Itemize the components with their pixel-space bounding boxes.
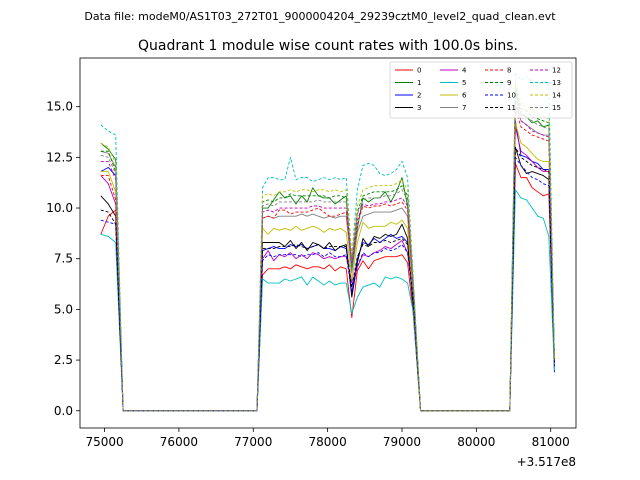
x-tick-label: 78000 [309, 435, 347, 449]
legend-label-6: 6 [462, 92, 467, 100]
x-tick-label: 79000 [383, 435, 421, 449]
series-layer [100, 71, 555, 412]
x-tick-label: 77000 [234, 435, 272, 449]
y-tick-label: 12.5 [46, 150, 73, 164]
figure-suptitle: Data file: modeM0/AS1T03_272T01_90000042… [84, 10, 556, 23]
legend-label-9: 9 [507, 79, 511, 87]
plot-area: 75000 76000 77000 78000 79000 80000 81000 0.0 2… [46, 57, 577, 469]
legend-label-5: 5 [462, 79, 466, 87]
x-tick-label: 80000 [457, 435, 495, 449]
legend-label-14: 14 [552, 92, 561, 100]
legend-box [389, 61, 573, 119]
x-axis: 75000 76000 77000 78000 79000 80000 81000 [85, 428, 570, 449]
legend-label-11: 11 [507, 104, 516, 112]
y-tick-label: 10.0 [46, 201, 73, 215]
legend-label-2: 2 [417, 92, 421, 100]
x-tick-label: 81000 [532, 435, 570, 449]
y-tick-label: 5.0 [54, 302, 73, 316]
legend-label-0: 0 [417, 67, 421, 75]
legend-label-12: 12 [552, 67, 561, 75]
legend-label-10: 10 [507, 92, 516, 100]
y-tick-label: 15.0 [46, 100, 73, 114]
y-tick-label: 2.5 [54, 353, 73, 367]
x-tick-label: 76000 [160, 435, 198, 449]
y-tick-label: 7.5 [54, 252, 73, 266]
legend-label-4: 4 [462, 67, 467, 75]
legend-label-15: 15 [552, 104, 561, 112]
legend-label-8: 8 [507, 67, 511, 75]
legend-label-7: 7 [462, 104, 466, 112]
legend-label-1: 1 [417, 79, 421, 87]
x-offset-label: +3.517e8 [517, 455, 576, 469]
x-tick-label: 75000 [85, 435, 123, 449]
series-line-13 [100, 71, 555, 412]
legend-label-3: 3 [417, 104, 421, 112]
y-tick-label: 0.0 [54, 404, 73, 418]
chart-title: Quadrant 1 module wise count rates with … [138, 38, 518, 54]
series-line-15 [100, 94, 555, 412]
legend-label-13: 13 [552, 79, 561, 87]
y-axis: 0.0 2.5 5.0 7.5 10.0 12.5 15.0 [46, 100, 80, 418]
